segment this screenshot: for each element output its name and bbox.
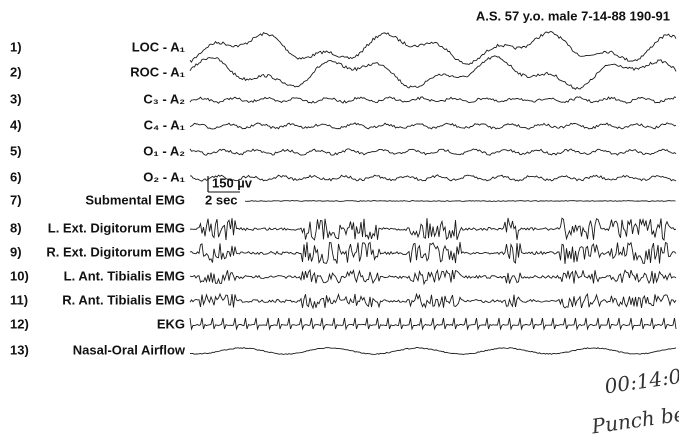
trace (189, 346, 677, 355)
channel-number: 3) (10, 91, 22, 106)
channel-number: 6) (10, 169, 22, 184)
channel-number: 13) (10, 342, 29, 357)
channel-label: EKG (157, 316, 185, 331)
channel-number: 9) (10, 244, 22, 259)
channel-label: L. Ext. Digitorum EMG (48, 220, 185, 235)
trace (189, 268, 677, 286)
channel-label: Submental EMG (85, 192, 185, 207)
channel-label: O₁ - A₂ (143, 143, 185, 158)
channel-number: 12) (10, 316, 29, 331)
channel-number: 2) (10, 64, 22, 79)
channel-label: Nasal-Oral Airflow (73, 342, 186, 357)
channel-label: ROC - A₁ (130, 64, 185, 79)
channel-label: C₃ - A₂ (143, 91, 185, 106)
trace (190, 174, 677, 182)
channel-number: 5) (10, 143, 22, 158)
patient-header: A.S. 57 y.o. male 7-14-88 190-91 (476, 8, 670, 23)
channel-label: C₄ - A₁ (144, 117, 185, 132)
channel-number: 11) (10, 292, 28, 307)
channel-label: R. Ext. Digitorum EMG (46, 244, 185, 259)
channel-number: 4) (10, 117, 22, 132)
channel-label: L. Ant. Tibialis EMG (64, 268, 185, 283)
trace (189, 31, 677, 66)
traces (189, 31, 677, 355)
trace (189, 317, 677, 331)
channel-label: LOC - A₁ (132, 39, 185, 54)
channel-list: 1) LOC - A₁ 2) ROC - A₁ 3) C₃ - A₂ 4) C₄ - A₁ 5)… (10, 39, 186, 357)
trace (189, 148, 677, 156)
amplitude-scale: 150 µv (212, 175, 253, 190)
channel-number: 7) (10, 192, 22, 207)
trace (189, 217, 677, 241)
trace (189, 241, 677, 265)
trace (189, 55, 677, 90)
channel-number: 8) (10, 220, 22, 235)
channel-label: R. Ant. Tibialis EMG (62, 292, 185, 307)
trace (189, 122, 677, 130)
channel-label: O₂ - A₁ (143, 169, 185, 184)
channel-number: 10) (10, 268, 29, 283)
trace (244, 200, 676, 202)
time-scale: 2 sec (205, 192, 238, 207)
handwritten-time: 00:14:03 (603, 362, 679, 398)
trace (189, 96, 677, 104)
channel-number: 1) (10, 39, 22, 54)
trace (189, 292, 677, 310)
handwritten-note: Punch bed (589, 400, 679, 439)
